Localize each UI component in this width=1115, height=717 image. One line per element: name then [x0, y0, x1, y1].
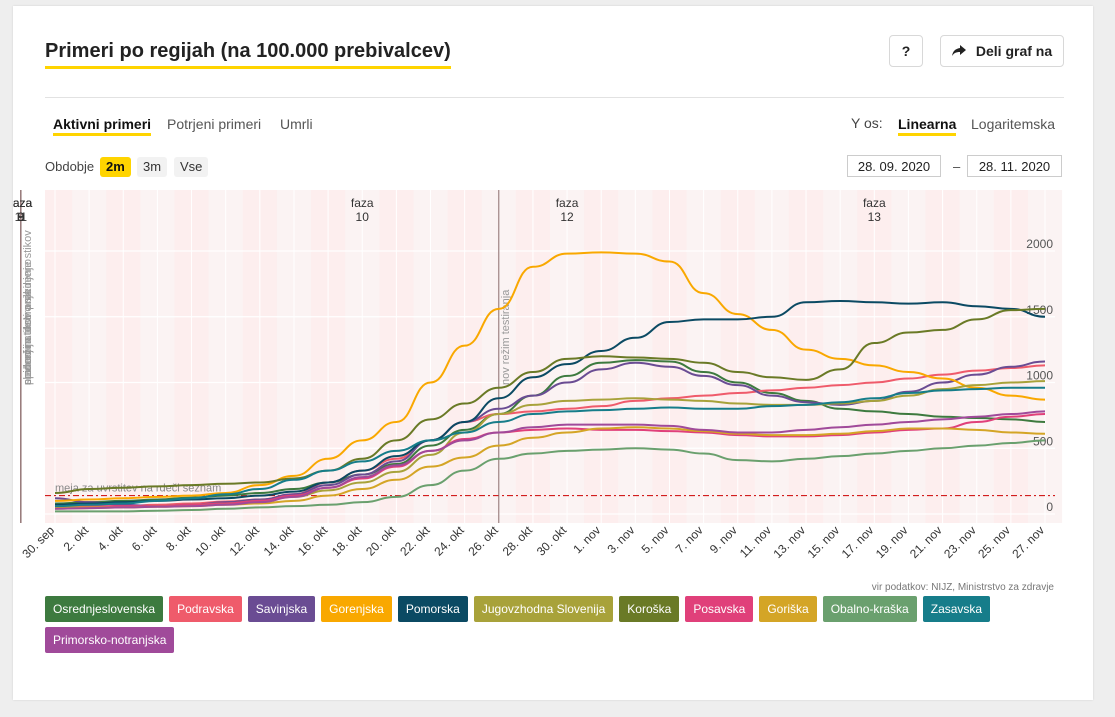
date-from-input[interactable]: 28. 09. 2020: [847, 155, 941, 177]
x-tick-label: 16. okt: [295, 523, 331, 559]
x-tick-label: 24. okt: [431, 523, 467, 559]
x-tick-label: 21. nov: [907, 523, 945, 561]
phase-label: faza: [351, 196, 374, 210]
yaxis-label: Y os:: [851, 115, 883, 131]
x-tick-label: 10. okt: [192, 523, 228, 559]
help-button[interactable]: ?: [889, 35, 923, 67]
phase-number: 8: [18, 210, 25, 224]
period-2m-button[interactable]: 2m: [100, 157, 131, 177]
x-tick-label: 2. okt: [61, 523, 92, 554]
tab-deaths[interactable]: Umrli: [280, 116, 313, 132]
x-tick-label: 6. okt: [129, 523, 160, 554]
legend-item[interactable]: Primorsko-notranjska: [45, 627, 175, 653]
series-line: [54, 299, 1046, 506]
x-tick-label: 22. okt: [397, 523, 433, 559]
x-tick-label: 15. nov: [805, 523, 843, 561]
x-tick-label: 12. okt: [227, 523, 263, 559]
chart-card: Primeri po regijah (na 100.000 prebivalc…: [13, 6, 1093, 700]
series-line: [55, 413, 1046, 508]
date-separator: –: [953, 159, 961, 174]
series-line: [54, 410, 1046, 510]
x-tick-label: 13. nov: [770, 523, 808, 561]
y-tick-label: 0: [1046, 500, 1053, 514]
x-tick-label: 20. okt: [363, 523, 399, 559]
x-tick-label: 19. nov: [873, 523, 911, 561]
x-tick-label: 27. nov: [1009, 523, 1047, 561]
legend: Osrednjeslovenska Podravska Savinjska Goren…: [45, 596, 1045, 653]
x-tick-label: 23. nov: [941, 523, 979, 561]
series-line: [55, 439, 1046, 513]
x-tick-label: 17. nov: [839, 523, 877, 561]
data-source: vir podatkov: NIJZ, Ministrstvo za zdrav…: [871, 582, 1054, 593]
event-label: prehod na delno sledenje stikov: [22, 230, 34, 385]
period-3m-button[interactable]: 3m: [137, 157, 168, 177]
legend-item[interactable]: Posavska: [685, 596, 754, 622]
legend-item[interactable]: Podravska: [169, 596, 242, 622]
x-tick-label: 30. sep: [19, 523, 57, 561]
event-label: nov režim testiranja: [22, 289, 34, 385]
legend-item[interactable]: Gorenjska: [321, 596, 392, 622]
x-tick-label: 28. okt: [500, 523, 536, 559]
legend-item[interactable]: Goriška: [759, 596, 817, 622]
x-tick-label: 9. nov: [707, 523, 740, 556]
phase-label: faza: [863, 196, 886, 210]
phase-label: faza: [556, 196, 579, 210]
phase-number: 11: [15, 210, 28, 224]
x-tick-label: 30. okt: [534, 523, 570, 559]
phase-label: faza: [13, 196, 33, 210]
x-tick-label: 8. okt: [163, 523, 194, 554]
legend-item[interactable]: Obalno-kraška: [822, 596, 917, 622]
phase-number: 9: [18, 210, 25, 224]
x-tick-label: 18. okt: [329, 523, 365, 559]
legend-item[interactable]: Savinjska: [247, 596, 316, 622]
share-arrow-icon: [951, 45, 966, 56]
series-line: [54, 307, 1046, 494]
phase-number: 12: [560, 210, 574, 224]
yaxis-log-option[interactable]: Logaritemska: [971, 116, 1056, 132]
tab-active-cases[interactable]: Aktivni primeri: [53, 115, 152, 136]
x-tick-label: 25. nov: [975, 523, 1013, 561]
y-tick-label: 1000: [1026, 369, 1053, 383]
x-tick-label: 7. nov: [673, 523, 706, 556]
phase-label: faza: [13, 196, 33, 210]
x-tick-label: 11. nov: [737, 523, 774, 560]
x-tick-label: 3. nov: [604, 523, 637, 556]
legend-item[interactable]: Koroška: [619, 596, 680, 622]
y-tick-label: 2000: [1026, 237, 1053, 251]
share-button[interactable]: Deli graf na: [940, 35, 1064, 67]
x-tick-label: 4. okt: [95, 523, 126, 554]
legend-item[interactable]: Pomorska: [397, 596, 468, 622]
series-line: [54, 386, 1045, 508]
series-line: [54, 359, 1046, 505]
event-label: nov režim testiranja: [500, 289, 512, 385]
series-line: [54, 251, 1046, 502]
x-tick-label: 5. nov: [639, 523, 672, 556]
phase-number: 13: [868, 210, 882, 224]
yaxis-linear-option[interactable]: Linearna: [898, 115, 957, 136]
legend-item[interactable]: Osrednjeslovenska: [45, 596, 164, 622]
x-tick-label: 14. okt: [261, 523, 297, 559]
share-label: Deli graf na: [975, 43, 1053, 59]
legend-item[interactable]: Jugovzhodna Slovenija: [473, 596, 614, 622]
period-all-button[interactable]: Vse: [174, 157, 209, 177]
phase-number: 10: [356, 210, 370, 224]
phase-label: faza: [13, 196, 33, 210]
divider: [45, 97, 1064, 98]
x-tick-label: 1. nov: [570, 523, 603, 556]
tab-confirmed-cases[interactable]: Potrjeni primeri: [167, 116, 262, 132]
event-label: epidemija: [22, 337, 34, 385]
page-title: Primeri po regijah (na 100.000 prebivalc…: [45, 39, 451, 69]
period-label: Obdobje: [45, 159, 95, 174]
date-to-input[interactable]: 28. 11. 2020: [967, 155, 1062, 177]
event-label: sledenje stikov prekinjeno: [22, 259, 34, 385]
legend-item[interactable]: Zasavska: [922, 596, 991, 622]
x-tick-label: 26. okt: [466, 523, 502, 559]
